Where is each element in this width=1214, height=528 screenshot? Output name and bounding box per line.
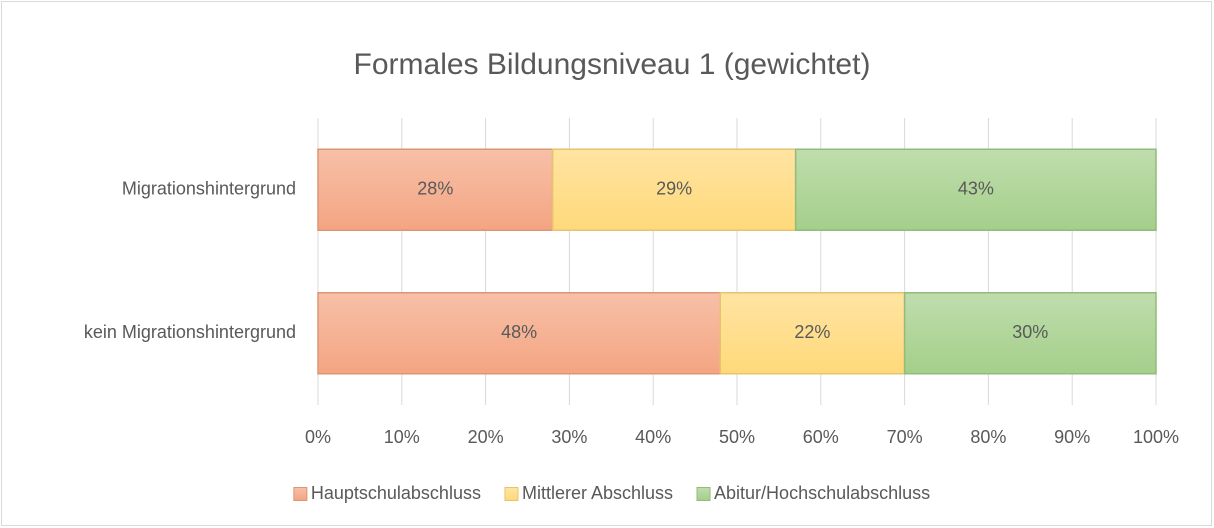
bar-segment bbox=[719, 292, 906, 375]
y-tick-label: Migrationshintergrund bbox=[122, 179, 296, 199]
x-tick-label: 50% bbox=[719, 427, 755, 447]
data-label: 48% bbox=[501, 322, 537, 342]
x-tick-label: 70% bbox=[887, 427, 923, 447]
x-tick-label: 20% bbox=[468, 427, 504, 447]
data-label: 28% bbox=[417, 179, 453, 199]
x-tick-label: 80% bbox=[970, 427, 1006, 447]
x-tick-label: 10% bbox=[384, 427, 420, 447]
bar-segment bbox=[317, 148, 554, 231]
legend-label: Mittlerer Abschluss bbox=[522, 483, 673, 503]
x-tick-label: 30% bbox=[551, 427, 587, 447]
x-tick-label: 0% bbox=[305, 427, 331, 447]
legend-label: Hauptschulabschluss bbox=[311, 483, 481, 503]
legend-label: Abitur/Hochschulabschluss bbox=[714, 483, 930, 503]
x-tick-label: 90% bbox=[1054, 427, 1090, 447]
y-tick-label: kein Migrationshintergrund bbox=[84, 322, 296, 342]
bar-segment bbox=[794, 148, 1157, 231]
x-tick-label: 100% bbox=[1133, 427, 1179, 447]
data-label: 22% bbox=[794, 322, 830, 342]
bar-segment bbox=[551, 148, 797, 231]
bar-segment bbox=[903, 292, 1157, 375]
data-label: 29% bbox=[656, 179, 692, 199]
legend-swatch bbox=[504, 487, 519, 501]
chart-title: Formales Bildungsniveau 1 (gewichtet) bbox=[354, 48, 871, 81]
legend-swatch bbox=[293, 487, 308, 501]
legend-swatch bbox=[696, 487, 711, 501]
data-label: 30% bbox=[1012, 322, 1048, 342]
data-label: 43% bbox=[958, 179, 994, 199]
bar-segment bbox=[317, 292, 721, 375]
x-tick-label: 60% bbox=[803, 427, 839, 447]
x-tick-label: 40% bbox=[635, 427, 671, 447]
